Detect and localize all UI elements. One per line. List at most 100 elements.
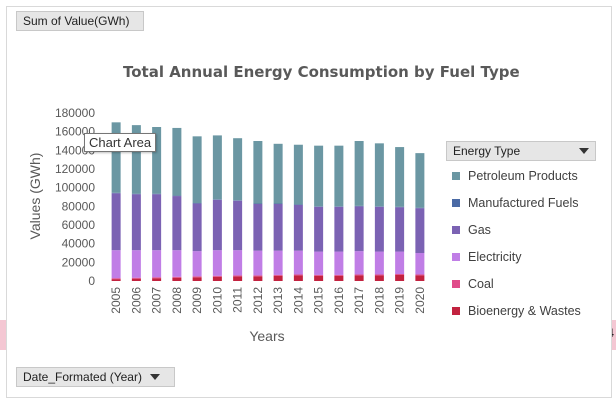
bar-segment [172,250,182,277]
chart-title: Total Annual Energy Consumption by Fuel … [123,63,520,81]
bar-segment [212,275,222,277]
x-tick-label: 2017 [352,287,366,314]
bar-segment [172,276,182,278]
bar-segment [152,194,162,251]
bar-segment [152,278,162,281]
x-tick-label: 2014 [291,287,305,314]
bar-segment [354,275,364,281]
bar-segment [314,274,324,276]
legend-item[interactable]: Coal [452,270,581,297]
legend-label: Gas [468,222,491,237]
bar-segment [354,206,364,252]
bar-segment [233,138,243,201]
bar-segment [172,277,182,281]
legend-field-label: Energy Type [453,144,521,158]
y-axis-title: Values (GWh) [27,153,43,240]
bar-segment [293,144,303,205]
bar-segment [395,274,405,281]
bar-segment [212,199,222,251]
bar-segment [374,206,384,252]
axis-field-button[interactable]: Date_Formated (Year) [16,367,175,387]
bar-segment [253,275,263,277]
legend-swatch [452,252,460,261]
legend-swatch [452,225,460,234]
x-tick-label: 2006 [129,287,143,314]
bar-segment [374,143,384,207]
axis-field-label: Date_Formated (Year) [23,370,142,384]
bar-segment [374,251,384,275]
bar-segment [111,122,121,193]
bar-segment [314,251,324,275]
bar-segment [212,135,222,200]
bar-segment [212,250,222,276]
legend-item[interactable]: Petroleum Products [452,162,581,189]
bar-segment [354,251,364,275]
chart-area[interactable] [6,6,612,398]
bar-segment [293,204,303,251]
bar-segment [415,274,425,276]
bar-segment [395,207,405,252]
value-field-button[interactable]: Sum of Value(GWh) [16,11,144,31]
bar-segment [131,278,141,281]
chart-area-tooltip: Chart Area [84,133,157,152]
x-tick-label: 2005 [109,287,123,314]
bar-segment [192,203,202,252]
legend-label: Bioenergy & Wastes [468,303,581,318]
x-tick-label: 2008 [170,287,184,314]
x-tick-label: 2020 [413,287,427,314]
bar-segment [334,206,344,252]
y-tick-label: 0 [88,274,95,288]
bar-segment [354,274,364,276]
x-tick-label: 2012 [251,287,265,314]
bar-segment [111,278,121,280]
bar-segment [415,253,425,275]
chevron-down-icon[interactable] [149,374,160,380]
bar-segment [111,279,121,281]
bar-segment [273,274,283,276]
bar-segment [152,127,162,194]
bar-segment [314,206,324,252]
bar-segment [192,251,202,277]
bar-segment [334,275,344,281]
x-tick-label: 2016 [332,287,346,314]
legend-field-button[interactable]: Energy Type [446,141,596,161]
legend-label: Manufactured Fuels [468,195,579,210]
bar-segment [233,275,243,277]
value-field-label: Sum of Value(GWh) [23,14,130,28]
chart-legend: Petroleum Products Manufactured Fuels Gas E… [452,162,581,324]
legend-item[interactable]: Gas [452,216,581,243]
y-tick-label: 180000 [55,106,95,120]
bar-segment [233,276,243,281]
bar-segment [334,251,344,275]
bar-segment [192,277,202,281]
legend-item[interactable]: Manufactured Fuels [452,189,581,216]
bar-segment [273,143,283,204]
legend-label: Coal [468,276,494,291]
bar-segment [374,275,384,281]
bar-segment [172,196,182,251]
bar-segment [131,125,141,194]
y-tick-label: 60000 [62,218,96,232]
y-tick-label: 120000 [55,162,95,176]
bar-segment [395,274,405,275]
legend-item[interactable]: Bioenergy & Wastes [452,297,581,324]
bar-segment [253,276,263,281]
bar-segment [152,250,162,278]
bar-segment [293,275,303,281]
bar-segment [415,275,425,281]
bar-segment [273,250,283,275]
chevron-down-icon[interactable] [579,148,589,154]
legend-item[interactable]: Electricity [452,243,581,270]
bar-segment [293,274,303,276]
x-axis-title: Years [249,328,284,344]
bar-segment [192,276,202,278]
bar-segment [233,200,243,251]
bar-segment [111,250,121,279]
x-tick-label: 2018 [372,287,386,314]
x-tick-label: 2007 [150,287,164,314]
y-tick-label: 20000 [62,255,96,269]
bar-segment [395,147,405,207]
legend-swatch [452,279,460,288]
bar-segment [273,204,283,251]
